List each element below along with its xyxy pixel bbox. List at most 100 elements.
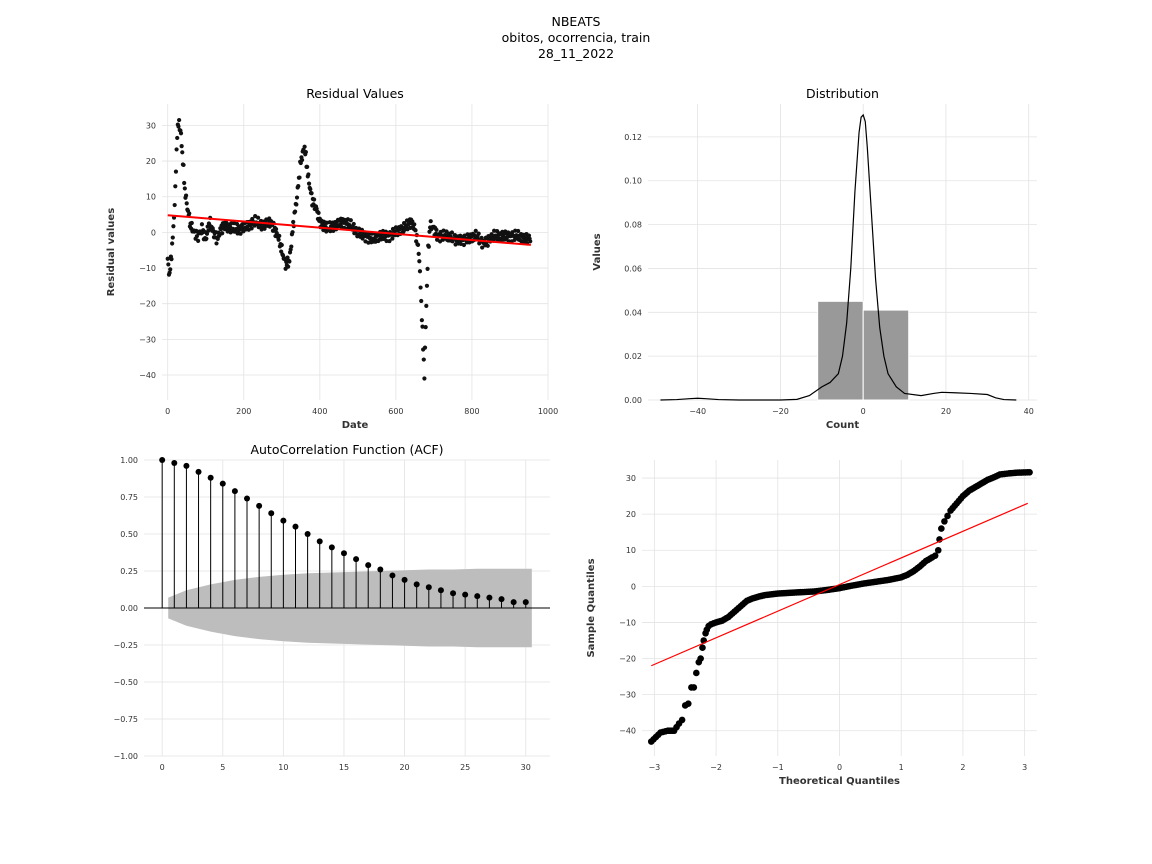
residual-point: [422, 345, 428, 350]
figure-title-line-2: obitos, ocorrencia, train: [501, 30, 651, 45]
residual-point: [234, 221, 240, 227]
residual-point: [387, 238, 392, 244]
residual-point: [184, 201, 189, 206]
residual-point: [476, 231, 481, 236]
acf-point: [425, 584, 432, 591]
x-axis-label: Date: [342, 420, 369, 431]
qq-point: [931, 552, 939, 559]
y-tick-label: −40: [619, 727, 636, 736]
x-tick-label: 30: [521, 763, 531, 772]
residual-point: [290, 230, 295, 235]
residual-point: [424, 303, 429, 308]
residual-point: [168, 267, 173, 272]
residual-point: [293, 209, 298, 214]
residual-point: [189, 220, 194, 226]
residual-point: [384, 238, 389, 244]
x-tick-label: 20: [399, 763, 409, 772]
y-tick-label: −30: [619, 691, 636, 700]
residual-point: [425, 266, 430, 271]
y-tick-label: −0.25: [113, 641, 138, 650]
acf-point: [280, 517, 287, 524]
residual-point: [173, 184, 178, 189]
y-tick-label: 20: [626, 510, 636, 519]
x-tick-label: 600: [388, 407, 403, 416]
residual-point: [173, 169, 179, 174]
qq-point: [693, 669, 700, 677]
residual-point: [302, 144, 307, 149]
residual-point: [412, 222, 417, 227]
y-tick-label: −10: [139, 264, 156, 273]
y-tick-label: −20: [139, 300, 156, 309]
acf-point: [231, 488, 238, 495]
x-tick-label: −20: [772, 407, 789, 416]
residual-point: [177, 117, 182, 123]
acf-point: [486, 594, 493, 601]
histogram-bar: [817, 300, 864, 401]
x-tick-label: 3: [1022, 763, 1027, 772]
residual-point: [250, 216, 255, 222]
acf-point: [268, 510, 275, 517]
x-tick-label: 0: [160, 763, 165, 772]
residual-point: [181, 162, 186, 168]
y-tick-label: 0: [631, 582, 636, 591]
figure-title-line-1: NBEATS: [551, 14, 601, 29]
qq-point: [1026, 468, 1033, 476]
residual-point: [428, 219, 433, 224]
residual-point: [485, 243, 490, 248]
y-tick-label: 10: [626, 546, 636, 555]
trend-line: [167, 214, 531, 246]
qq-point: [944, 512, 951, 520]
residual-point: [416, 251, 421, 256]
acf-point: [389, 572, 396, 579]
y-tick-label: −20: [619, 655, 636, 664]
x-tick-label: 2: [960, 763, 965, 772]
residual-point: [166, 262, 171, 267]
acf-point: [340, 550, 347, 557]
x-axis-label: Count: [826, 420, 859, 431]
x-tick-label: 1: [899, 763, 904, 772]
acf-point: [256, 502, 263, 509]
x-tick-label: 0: [165, 407, 170, 416]
residual-point: [170, 241, 175, 246]
residual-point: [206, 228, 211, 233]
residual-point: [461, 242, 467, 248]
residual-point: [449, 230, 455, 235]
residual-point: [426, 244, 431, 249]
x-tick-label: 0: [837, 763, 842, 772]
acf-point: [522, 599, 529, 606]
y-tick-label: −0.75: [113, 715, 138, 724]
y-tick-label: 0.06: [624, 264, 642, 273]
x-tick-label: 800: [464, 407, 479, 416]
y-tick-label: 0.75: [120, 493, 138, 502]
residual-point: [176, 124, 181, 129]
y-tick-label: −1.00: [113, 752, 138, 761]
x-tick-label: 25: [460, 763, 470, 772]
residual-point: [182, 180, 187, 186]
residual-point: [419, 298, 424, 304]
y-tick-label: −10: [619, 618, 636, 627]
x-tick-label: 0: [861, 407, 866, 416]
residual-point: [170, 235, 175, 240]
residual-point: [169, 257, 174, 262]
residual-point: [196, 238, 201, 243]
residual-point: [187, 211, 192, 216]
panel-title: Residual Values: [306, 86, 404, 101]
acf-point: [328, 544, 335, 551]
residual-point: [204, 236, 209, 241]
figure-title-line-3: 28_11_2022: [537, 46, 615, 61]
y-tick-label: 0.08: [624, 221, 642, 230]
x-tick-label: 400: [312, 407, 327, 416]
residual-point: [422, 376, 427, 381]
x-tick-label: 5: [220, 763, 225, 772]
acf-point: [365, 562, 372, 569]
residual-point: [296, 184, 301, 189]
residual-values-panel: 0 200 400 600 800 1000 −40 −30 −20 −10 0 10 20 30 Resi…: [106, 86, 558, 431]
y-tick-label: 0.04: [624, 308, 642, 317]
acf-point: [183, 462, 190, 469]
acf-point: [437, 587, 444, 594]
residual-point: [273, 227, 279, 232]
residual-point: [277, 233, 282, 239]
residual-point: [299, 157, 305, 163]
residual-point: [214, 241, 219, 246]
x-tick-label: −2: [710, 763, 722, 772]
